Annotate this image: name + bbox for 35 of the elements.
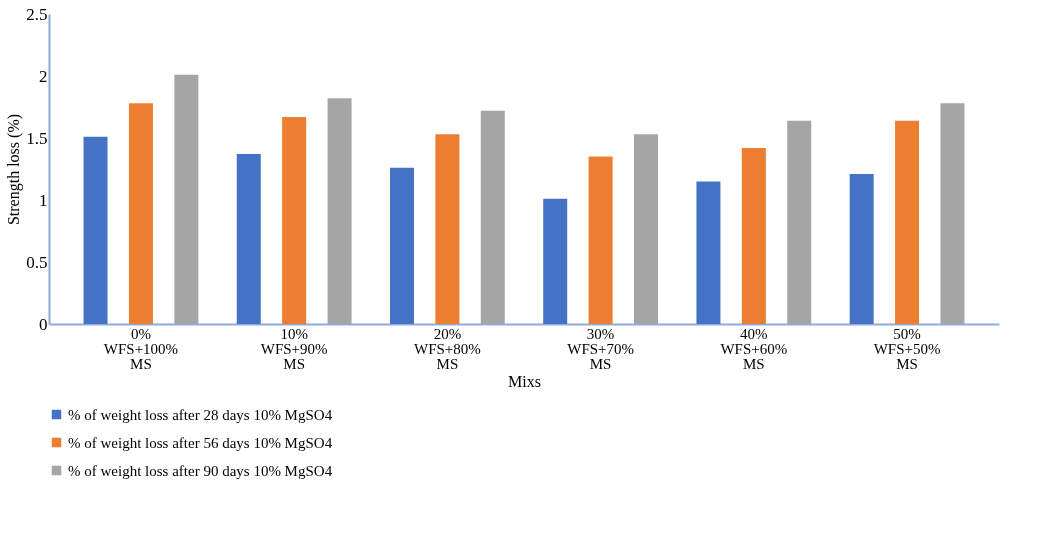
y-tick-label: 1.5 xyxy=(26,128,48,148)
legend-label: % of weight loss after 28 days 10% MgSO4 xyxy=(68,406,333,423)
bar xyxy=(741,147,766,324)
bar xyxy=(389,167,414,324)
bar xyxy=(940,103,965,324)
legend-label: % of weight loss after 56 days 10% MgSO4 xyxy=(68,434,333,451)
bar xyxy=(83,136,108,324)
bar xyxy=(895,120,920,324)
bar xyxy=(634,134,659,324)
x-tick-label: 30% WFS+70% MS xyxy=(567,325,635,372)
x-axis-title: Mixs xyxy=(508,372,541,390)
bar xyxy=(787,120,812,324)
x-tick-label: 10% WFS+90% MS xyxy=(260,325,328,372)
y-axis-title: Strength loss (%) xyxy=(5,113,24,226)
bar xyxy=(282,116,307,324)
bar xyxy=(128,103,153,324)
bar xyxy=(435,134,460,324)
x-tick-label: 50% WFS+50% MS xyxy=(873,325,941,372)
x-tick-label: 40% WFS+60% MS xyxy=(720,325,788,372)
bar xyxy=(480,110,505,324)
bar xyxy=(543,198,568,324)
y-tick-label: 1 xyxy=(39,190,48,210)
x-tick-label: 20% WFS+80% MS xyxy=(413,325,481,372)
bar xyxy=(174,74,199,324)
y-tick-label: 0 xyxy=(39,314,48,334)
bar xyxy=(696,181,721,324)
bar xyxy=(849,173,874,324)
y-tick-label: 2 xyxy=(39,66,48,86)
y-tick-label: 0.5 xyxy=(26,252,48,272)
bar xyxy=(588,156,613,324)
bar xyxy=(236,154,261,324)
x-tick-label: 0% WFS+100% MS xyxy=(103,325,179,372)
legend-label: % of weight loss after 90 days 10% MgSO4 xyxy=(68,462,333,479)
y-tick-label: 2.5 xyxy=(26,4,48,24)
bar xyxy=(327,98,352,324)
